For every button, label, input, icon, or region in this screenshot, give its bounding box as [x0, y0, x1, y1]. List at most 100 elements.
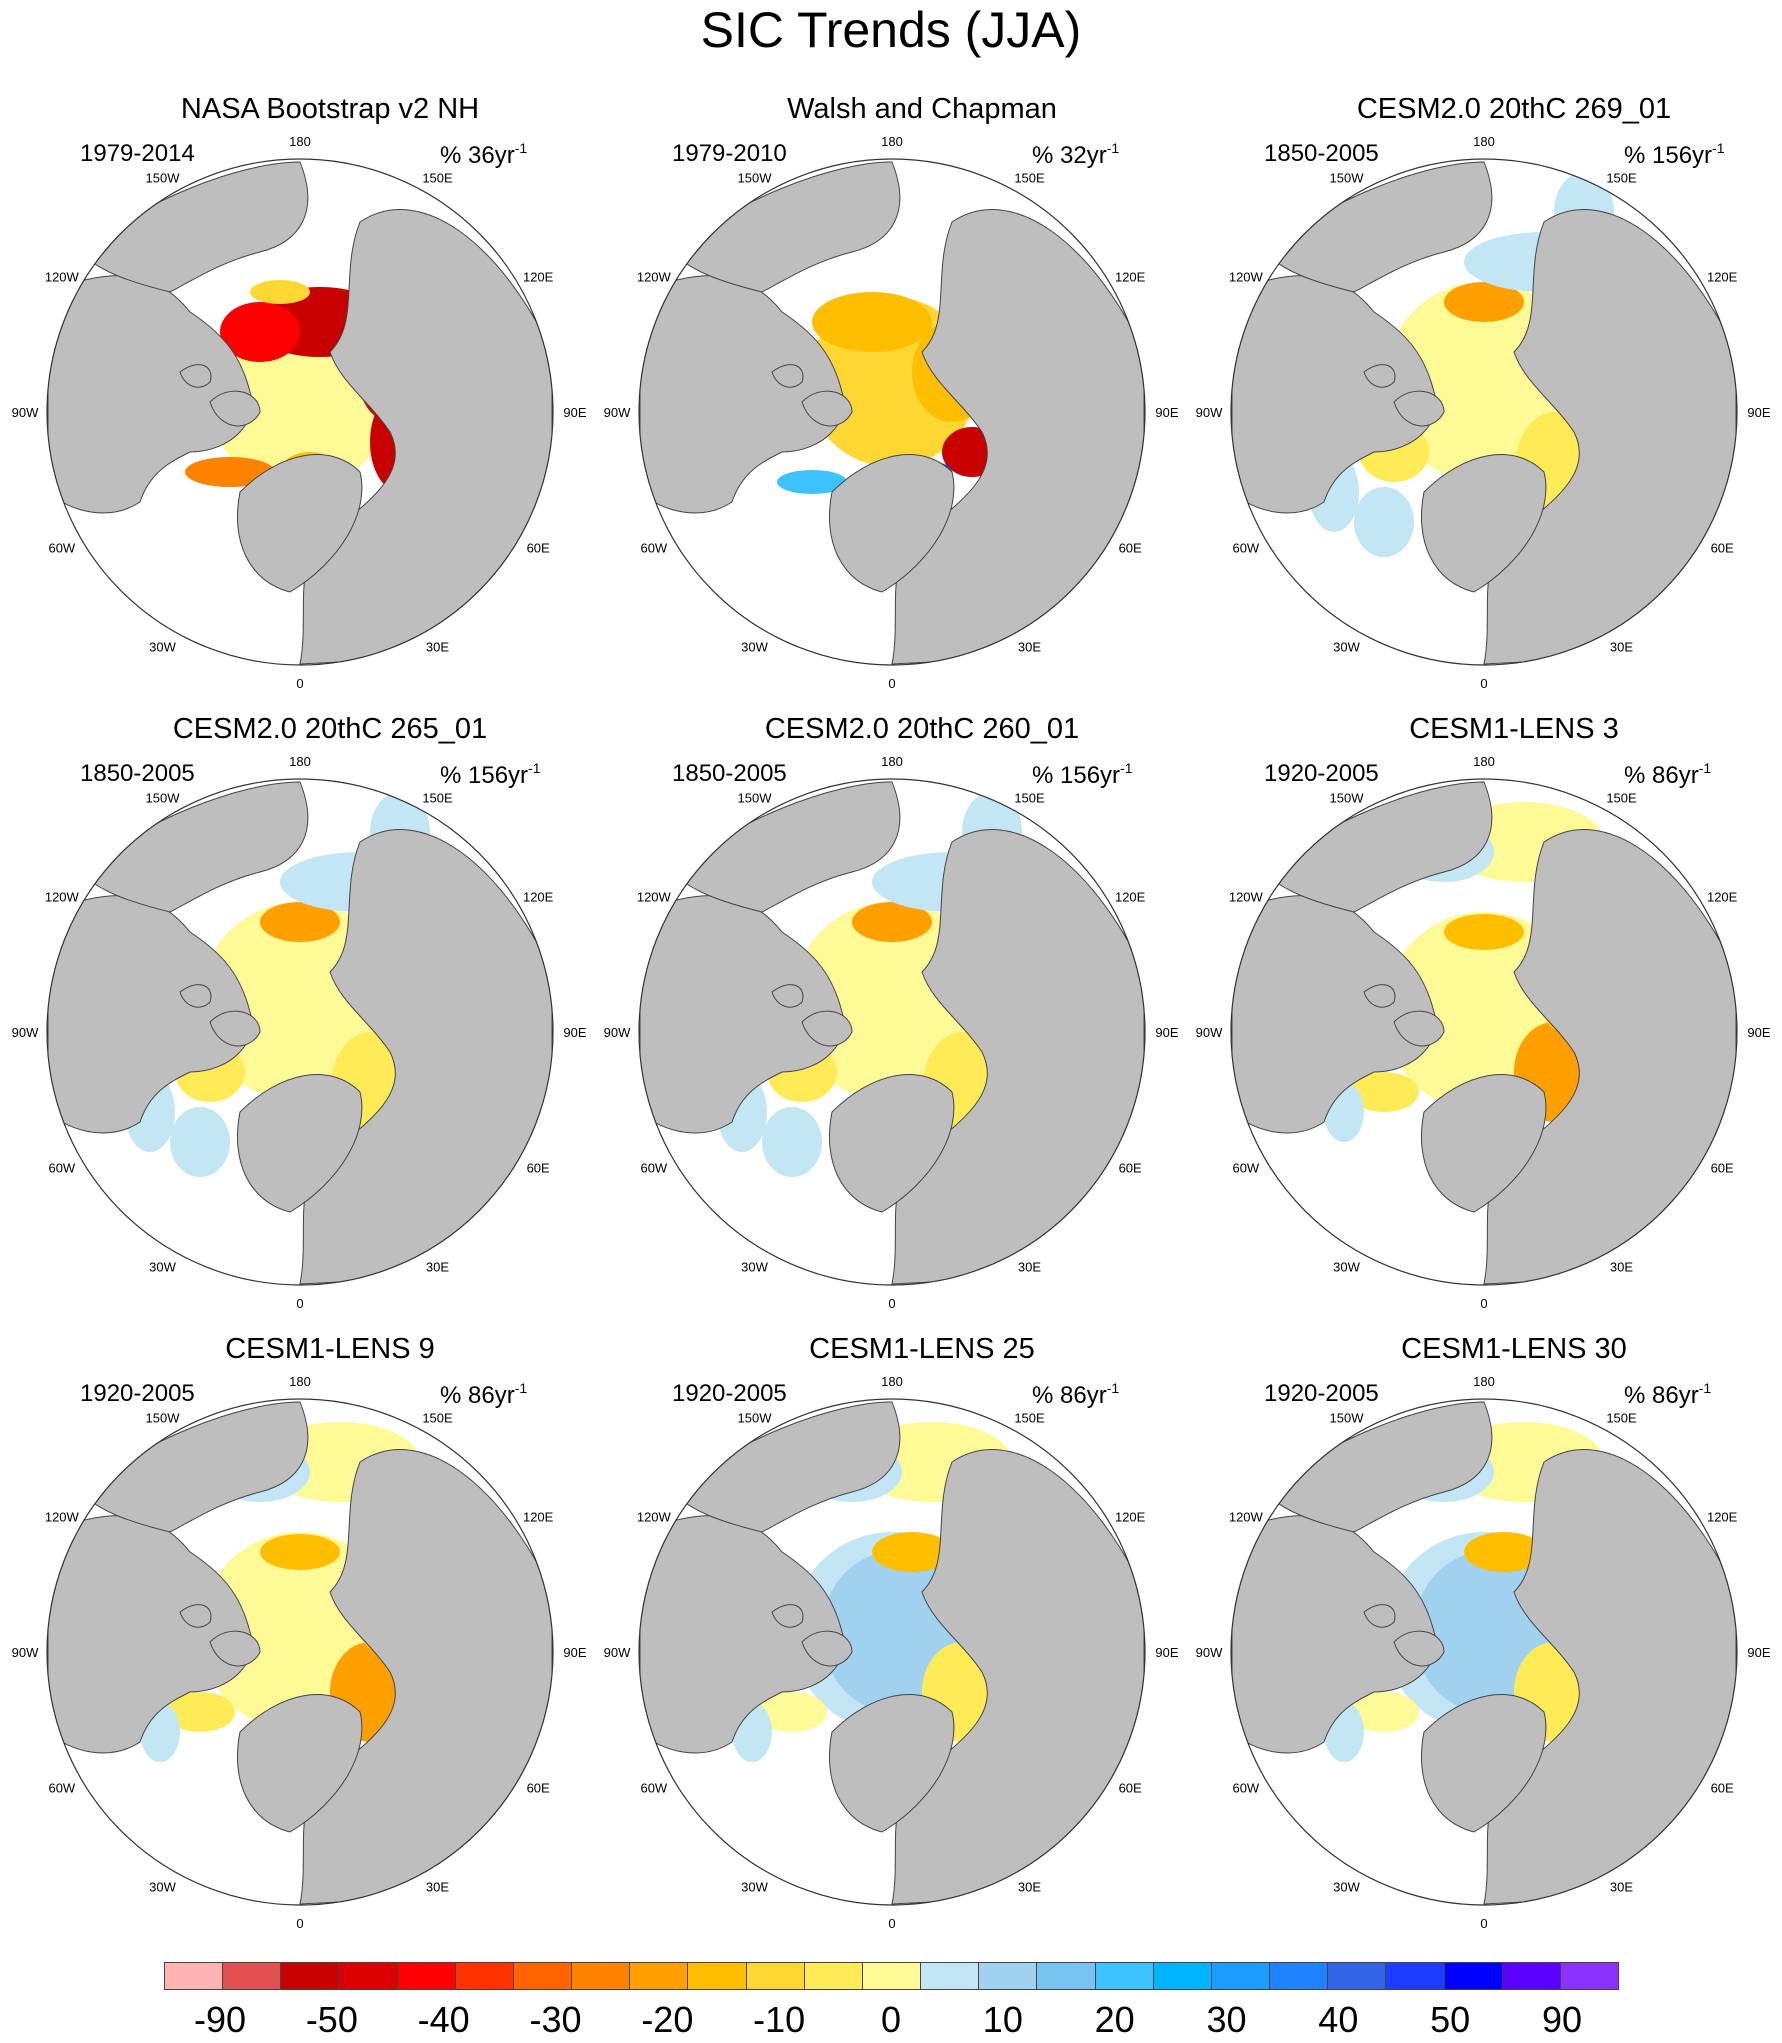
map-body	[1231, 779, 1737, 1285]
meridian-label: 90E	[1155, 405, 1178, 420]
meridian-label: 90E	[563, 405, 586, 420]
landmass	[236, 1074, 363, 1213]
meridian-label: 30W	[1333, 640, 1360, 655]
meridian-label: 0	[296, 1916, 303, 1931]
meridian-label: 60E	[1711, 1781, 1734, 1796]
units-text: % 32yr	[1032, 142, 1107, 169]
landmass	[828, 454, 955, 593]
panel-units: % 86yr-1	[1032, 1374, 1119, 1410]
panel-title: CESM1-LENS 30	[1401, 1333, 1627, 1365]
polar-map: 180 150E 120E 90E 60E 30E 0 30W 60W 90W 120W 150W	[12, 1374, 587, 1931]
polar-map: 180 150E 120E 90E 60E 30E 0 30W 60W 90W 120W 150W	[604, 134, 1179, 691]
colorbar-box	[629, 1962, 689, 1990]
landmass	[801, 390, 853, 427]
meridian-label: 150W	[1330, 170, 1365, 185]
meridian-label: 150E	[1606, 170, 1637, 185]
meridian-label: 30W	[149, 640, 176, 655]
trend-patch	[1444, 282, 1524, 322]
colorbar-tick-label: 10	[982, 1999, 1023, 2040]
meridian-label: 150E	[1606, 1410, 1637, 1425]
land	[639, 161, 1145, 665]
landmass	[771, 984, 804, 1008]
colorbar-box	[1559, 1962, 1619, 1990]
map-border	[638, 158, 1146, 666]
landmass	[801, 1630, 853, 1667]
map-body	[1231, 159, 1737, 665]
colorbar-box	[1094, 1962, 1154, 1990]
meridian-label: 150E	[422, 1410, 453, 1425]
meridian-label: 180	[1473, 1374, 1495, 1389]
trend-patch	[1349, 1072, 1419, 1112]
landmass	[1393, 390, 1445, 427]
colorbar-box	[454, 1962, 514, 1990]
map-border	[638, 1398, 1146, 1906]
meridian-label: 90W	[604, 1645, 631, 1660]
colorbar-box	[861, 1962, 922, 1990]
meridian-label: 90W	[1196, 405, 1223, 420]
meridian-label: 0	[888, 1916, 895, 1931]
meridian-label: 120E	[1707, 1510, 1738, 1525]
meridian-label: 180	[289, 134, 311, 149]
panel-period: 1920-2005	[80, 1380, 195, 1407]
panel-period: 1920-2005	[672, 1380, 787, 1407]
meridian-label: 30E	[426, 1260, 449, 1275]
meridian-label: 0	[296, 1296, 303, 1311]
panel-title: CESM1-LENS 9	[225, 1333, 435, 1365]
trend-patch	[777, 470, 847, 494]
units-text: % 86yr	[440, 1382, 515, 1409]
colorbar-tick-label: -20	[641, 1999, 694, 2040]
meridian-label: 30W	[1333, 1260, 1360, 1275]
map-body	[47, 1399, 553, 1905]
map-body	[47, 159, 553, 665]
figure-title: SIC Trends (JJA)	[700, 2, 1082, 58]
map-panel: CESM1-LENS 9 1920-2005 % 86yr-1 180 150E 120E…	[12, 1332, 620, 1932]
meridian-label: 180	[1473, 134, 1495, 149]
colorbar-tick-label: 20	[1094, 1999, 1135, 2040]
meridian-label: 180	[1473, 754, 1495, 769]
colorbar-box	[164, 1962, 224, 1990]
meridian-label: 150W	[146, 170, 181, 185]
meridian-label: 120W	[637, 1510, 672, 1525]
units-exponent: -1	[1106, 140, 1120, 156]
map-panel: CESM1-LENS 25 1920-2005 % 86yr-1 180 150E 120…	[604, 1332, 1212, 1932]
landmass	[1263, 1401, 1493, 1533]
trend-patch	[812, 292, 932, 352]
meridian-label: 90W	[12, 1025, 39, 1040]
land	[1231, 781, 1737, 1285]
meridian-label: 60W	[640, 1161, 667, 1176]
land	[639, 1401, 1145, 1905]
units-exponent: -1	[514, 140, 528, 156]
units-exponent: -1	[1698, 1380, 1712, 1396]
panel-period: 1920-2005	[1264, 760, 1379, 787]
landmass	[801, 1010, 853, 1047]
meridian-label: 120E	[1115, 1510, 1146, 1525]
landmass	[179, 1604, 212, 1628]
landmass	[209, 1630, 261, 1667]
meridian-label: 150W	[738, 790, 773, 805]
colorbar-box	[571, 1962, 631, 1990]
trend-patch	[170, 1107, 230, 1177]
meridian-label: 30E	[426, 640, 449, 655]
meridian-label: 0	[1480, 1296, 1487, 1311]
landmass	[1363, 984, 1396, 1008]
meridian-label: 180	[289, 754, 311, 769]
landmass	[79, 1401, 309, 1533]
map-panel: CESM2.0 20thC 265_01 1850-2005% 156yr-1 18…	[12, 712, 620, 1312]
meridian-label: 120E	[1115, 270, 1146, 285]
landmass	[771, 364, 804, 388]
meridian-label: 60W	[1232, 1161, 1259, 1176]
map-body	[47, 779, 553, 1285]
meridian-label: 90E	[1747, 1025, 1770, 1040]
colorbar-box	[803, 1962, 863, 1990]
map-body	[1231, 1399, 1737, 1905]
panel-title: CESM2.0 20thC 269_01	[1356, 93, 1672, 125]
meridian-label: 60E	[1119, 1781, 1142, 1796]
landmass	[1363, 364, 1396, 388]
meridian-label: 90E	[1747, 1645, 1770, 1660]
meridian-label: 120W	[45, 890, 80, 905]
panel-units: % 156yr-1	[1624, 134, 1725, 170]
meridian-label: 30W	[741, 1260, 768, 1275]
panel-units: % 86yr-1	[440, 1374, 527, 1410]
meridian-label: 30W	[741, 1880, 768, 1895]
landmass	[1420, 1074, 1547, 1213]
